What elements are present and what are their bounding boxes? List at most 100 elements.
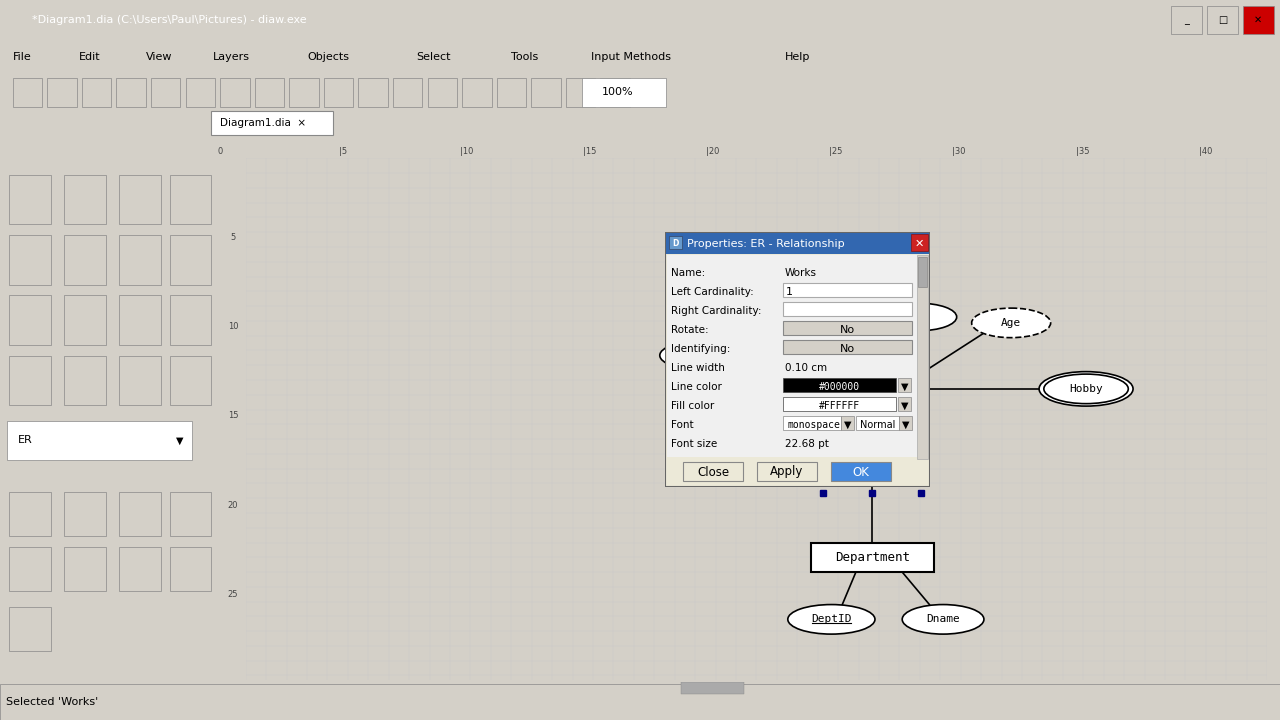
Text: Ename: Ename (778, 361, 812, 372)
Ellipse shape (1044, 374, 1128, 404)
FancyBboxPatch shape (9, 235, 51, 284)
FancyBboxPatch shape (600, 78, 630, 107)
FancyBboxPatch shape (681, 683, 744, 694)
Text: _: _ (1184, 15, 1189, 24)
Text: Font size: Font size (671, 439, 717, 449)
FancyBboxPatch shape (220, 78, 250, 107)
FancyBboxPatch shape (119, 295, 161, 345)
FancyBboxPatch shape (119, 356, 161, 405)
Text: Diagram1.dia  ×: Diagram1.dia × (220, 119, 306, 128)
Text: 22.68 pt: 22.68 pt (785, 439, 829, 449)
Text: Normal: Normal (860, 420, 896, 430)
Text: Selected 'Works': Selected 'Works' (6, 697, 99, 707)
Text: Line width: Line width (671, 363, 724, 373)
Text: |25: |25 (829, 148, 842, 156)
Text: |30: |30 (952, 148, 966, 156)
FancyBboxPatch shape (918, 257, 927, 287)
Text: ✕: ✕ (1254, 15, 1262, 24)
FancyBboxPatch shape (119, 547, 161, 591)
Text: Fill color: Fill color (671, 401, 714, 411)
FancyBboxPatch shape (462, 78, 492, 107)
FancyBboxPatch shape (667, 255, 928, 457)
Ellipse shape (1039, 372, 1133, 406)
Text: 100%: 100% (602, 87, 634, 97)
Text: |5: |5 (339, 148, 347, 156)
FancyBboxPatch shape (169, 492, 211, 536)
Text: Objects: Objects (307, 52, 349, 62)
FancyBboxPatch shape (783, 283, 911, 297)
FancyBboxPatch shape (255, 78, 284, 107)
Text: MI: MI (819, 314, 833, 324)
Text: 1: 1 (786, 287, 794, 297)
Text: Age: Age (1001, 318, 1021, 328)
FancyBboxPatch shape (9, 547, 51, 591)
Text: Apply: Apply (771, 466, 804, 479)
Text: 0: 0 (218, 148, 223, 156)
Text: ▼: ▼ (901, 401, 909, 411)
Text: 10: 10 (228, 322, 238, 331)
FancyBboxPatch shape (9, 356, 51, 405)
FancyBboxPatch shape (116, 78, 146, 107)
Text: 15: 15 (228, 411, 238, 420)
Text: Edit: Edit (79, 52, 101, 62)
FancyBboxPatch shape (666, 233, 929, 254)
Text: Line color: Line color (671, 382, 722, 392)
FancyBboxPatch shape (9, 295, 51, 345)
Text: □: □ (1217, 15, 1228, 24)
Text: No: No (840, 344, 855, 354)
Text: Layers: Layers (212, 52, 250, 62)
FancyBboxPatch shape (186, 78, 215, 107)
Text: Select: Select (416, 52, 451, 62)
Text: D: D (672, 240, 678, 248)
FancyBboxPatch shape (783, 321, 911, 335)
FancyBboxPatch shape (169, 356, 211, 405)
FancyBboxPatch shape (812, 542, 933, 572)
FancyBboxPatch shape (669, 236, 682, 249)
Ellipse shape (722, 402, 809, 431)
FancyBboxPatch shape (818, 374, 927, 404)
FancyBboxPatch shape (1171, 6, 1202, 34)
Text: Department: Department (835, 551, 910, 564)
Text: Lname: Lname (686, 351, 721, 361)
FancyBboxPatch shape (169, 175, 211, 225)
FancyBboxPatch shape (783, 302, 911, 316)
Text: |20: |20 (707, 148, 719, 156)
FancyBboxPatch shape (783, 416, 841, 430)
FancyBboxPatch shape (497, 78, 526, 107)
FancyBboxPatch shape (566, 78, 595, 107)
FancyBboxPatch shape (169, 547, 211, 591)
Text: #000000: #000000 (819, 382, 860, 392)
Ellipse shape (881, 303, 956, 330)
Text: Fname: Fname (722, 314, 755, 324)
FancyBboxPatch shape (1207, 6, 1238, 34)
FancyBboxPatch shape (9, 608, 51, 651)
FancyBboxPatch shape (358, 78, 388, 107)
FancyBboxPatch shape (64, 295, 106, 345)
Ellipse shape (659, 341, 748, 370)
Text: EmpID: EmpID (749, 411, 783, 421)
FancyBboxPatch shape (64, 356, 106, 405)
Text: |15: |15 (582, 148, 596, 156)
FancyBboxPatch shape (324, 78, 353, 107)
Text: *Diagram1.dia (C:\Users\Paul\Pictures) - diaw.exe: *Diagram1.dia (C:\Users\Paul\Pictures) -… (32, 15, 307, 24)
Text: Dname: Dname (927, 614, 960, 624)
FancyBboxPatch shape (289, 78, 319, 107)
FancyBboxPatch shape (916, 255, 928, 459)
FancyBboxPatch shape (169, 295, 211, 345)
FancyBboxPatch shape (428, 78, 457, 107)
Text: Left Cardinality:: Left Cardinality: (671, 287, 754, 297)
FancyBboxPatch shape (211, 112, 333, 135)
FancyBboxPatch shape (531, 78, 561, 107)
Text: Employee: Employee (842, 382, 902, 395)
FancyBboxPatch shape (151, 78, 180, 107)
FancyBboxPatch shape (756, 462, 817, 481)
FancyBboxPatch shape (783, 378, 896, 392)
Text: View: View (146, 52, 173, 62)
Text: monospace: monospace (787, 420, 840, 430)
Text: Properties: ER - Relationship: Properties: ER - Relationship (687, 239, 845, 249)
Text: DOB: DOB (909, 312, 929, 322)
Text: Identifying:: Identifying: (671, 344, 731, 354)
FancyBboxPatch shape (64, 235, 106, 284)
Text: #FFFFFF: #FFFFFF (819, 401, 860, 411)
FancyBboxPatch shape (119, 492, 161, 536)
